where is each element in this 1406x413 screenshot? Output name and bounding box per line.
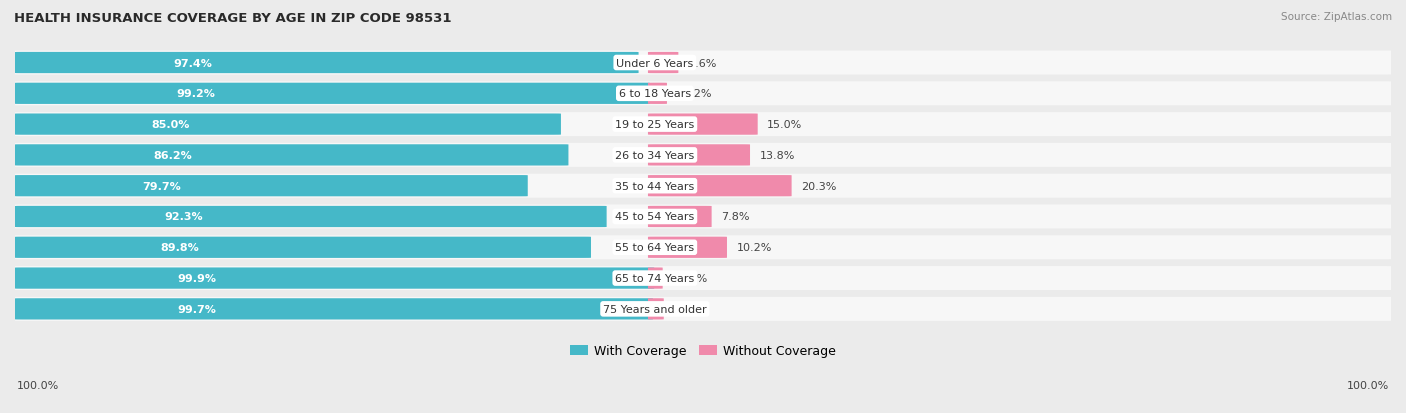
FancyBboxPatch shape bbox=[15, 53, 638, 74]
FancyBboxPatch shape bbox=[648, 53, 678, 74]
Text: 35 to 44 Years: 35 to 44 Years bbox=[616, 181, 695, 191]
Text: 89.8%: 89.8% bbox=[160, 243, 198, 253]
Text: 20.3%: 20.3% bbox=[801, 181, 837, 191]
Text: HEALTH INSURANCE COVERAGE BY AGE IN ZIP CODE 98531: HEALTH INSURANCE COVERAGE BY AGE IN ZIP … bbox=[14, 12, 451, 25]
FancyBboxPatch shape bbox=[648, 206, 711, 228]
Text: 65 to 74 Years: 65 to 74 Years bbox=[616, 273, 695, 283]
Text: 55 to 64 Years: 55 to 64 Years bbox=[616, 243, 695, 253]
Text: 2.6%: 2.6% bbox=[688, 58, 717, 68]
Text: 100.0%: 100.0% bbox=[1347, 380, 1389, 390]
FancyBboxPatch shape bbox=[15, 237, 591, 258]
FancyBboxPatch shape bbox=[8, 51, 1398, 75]
Text: 92.3%: 92.3% bbox=[165, 212, 202, 222]
FancyBboxPatch shape bbox=[648, 145, 749, 166]
FancyBboxPatch shape bbox=[15, 145, 568, 166]
FancyBboxPatch shape bbox=[8, 82, 1398, 106]
Text: 15.0%: 15.0% bbox=[768, 120, 803, 130]
FancyBboxPatch shape bbox=[8, 174, 1398, 198]
FancyBboxPatch shape bbox=[15, 176, 527, 197]
Text: 86.2%: 86.2% bbox=[153, 150, 193, 161]
Text: 26 to 34 Years: 26 to 34 Years bbox=[616, 150, 695, 161]
FancyBboxPatch shape bbox=[8, 297, 1398, 321]
Text: 45 to 54 Years: 45 to 54 Years bbox=[616, 212, 695, 222]
FancyBboxPatch shape bbox=[15, 206, 606, 228]
Text: 0.15%: 0.15% bbox=[672, 273, 707, 283]
FancyBboxPatch shape bbox=[648, 299, 664, 320]
Text: 85.0%: 85.0% bbox=[152, 120, 190, 130]
Text: 13.8%: 13.8% bbox=[759, 150, 794, 161]
Text: 75 Years and older: 75 Years and older bbox=[603, 304, 707, 314]
FancyBboxPatch shape bbox=[648, 114, 758, 135]
Text: 99.7%: 99.7% bbox=[177, 304, 217, 314]
FancyBboxPatch shape bbox=[8, 144, 1398, 168]
Text: 0.82%: 0.82% bbox=[676, 89, 711, 99]
Text: 100.0%: 100.0% bbox=[17, 380, 59, 390]
FancyBboxPatch shape bbox=[648, 237, 727, 258]
Text: 99.9%: 99.9% bbox=[177, 273, 217, 283]
FancyBboxPatch shape bbox=[15, 83, 650, 104]
Text: 19 to 25 Years: 19 to 25 Years bbox=[616, 120, 695, 130]
Legend: With Coverage, Without Coverage: With Coverage, Without Coverage bbox=[565, 339, 841, 363]
Text: 10.2%: 10.2% bbox=[737, 243, 772, 253]
Text: 6 to 18 Years: 6 to 18 Years bbox=[619, 89, 690, 99]
Text: 99.2%: 99.2% bbox=[176, 89, 215, 99]
FancyBboxPatch shape bbox=[8, 205, 1398, 229]
Text: Source: ZipAtlas.com: Source: ZipAtlas.com bbox=[1281, 12, 1392, 22]
Text: 97.4%: 97.4% bbox=[173, 58, 212, 68]
Text: Under 6 Years: Under 6 Years bbox=[616, 58, 693, 68]
FancyBboxPatch shape bbox=[8, 266, 1398, 290]
FancyBboxPatch shape bbox=[15, 268, 654, 289]
Text: 79.7%: 79.7% bbox=[142, 181, 181, 191]
FancyBboxPatch shape bbox=[8, 236, 1398, 260]
FancyBboxPatch shape bbox=[8, 113, 1398, 137]
FancyBboxPatch shape bbox=[15, 114, 561, 135]
FancyBboxPatch shape bbox=[648, 176, 792, 197]
FancyBboxPatch shape bbox=[648, 83, 666, 104]
FancyBboxPatch shape bbox=[648, 268, 662, 289]
FancyBboxPatch shape bbox=[15, 299, 652, 320]
Text: 7.8%: 7.8% bbox=[721, 212, 749, 222]
Text: 0.32%: 0.32% bbox=[673, 304, 709, 314]
